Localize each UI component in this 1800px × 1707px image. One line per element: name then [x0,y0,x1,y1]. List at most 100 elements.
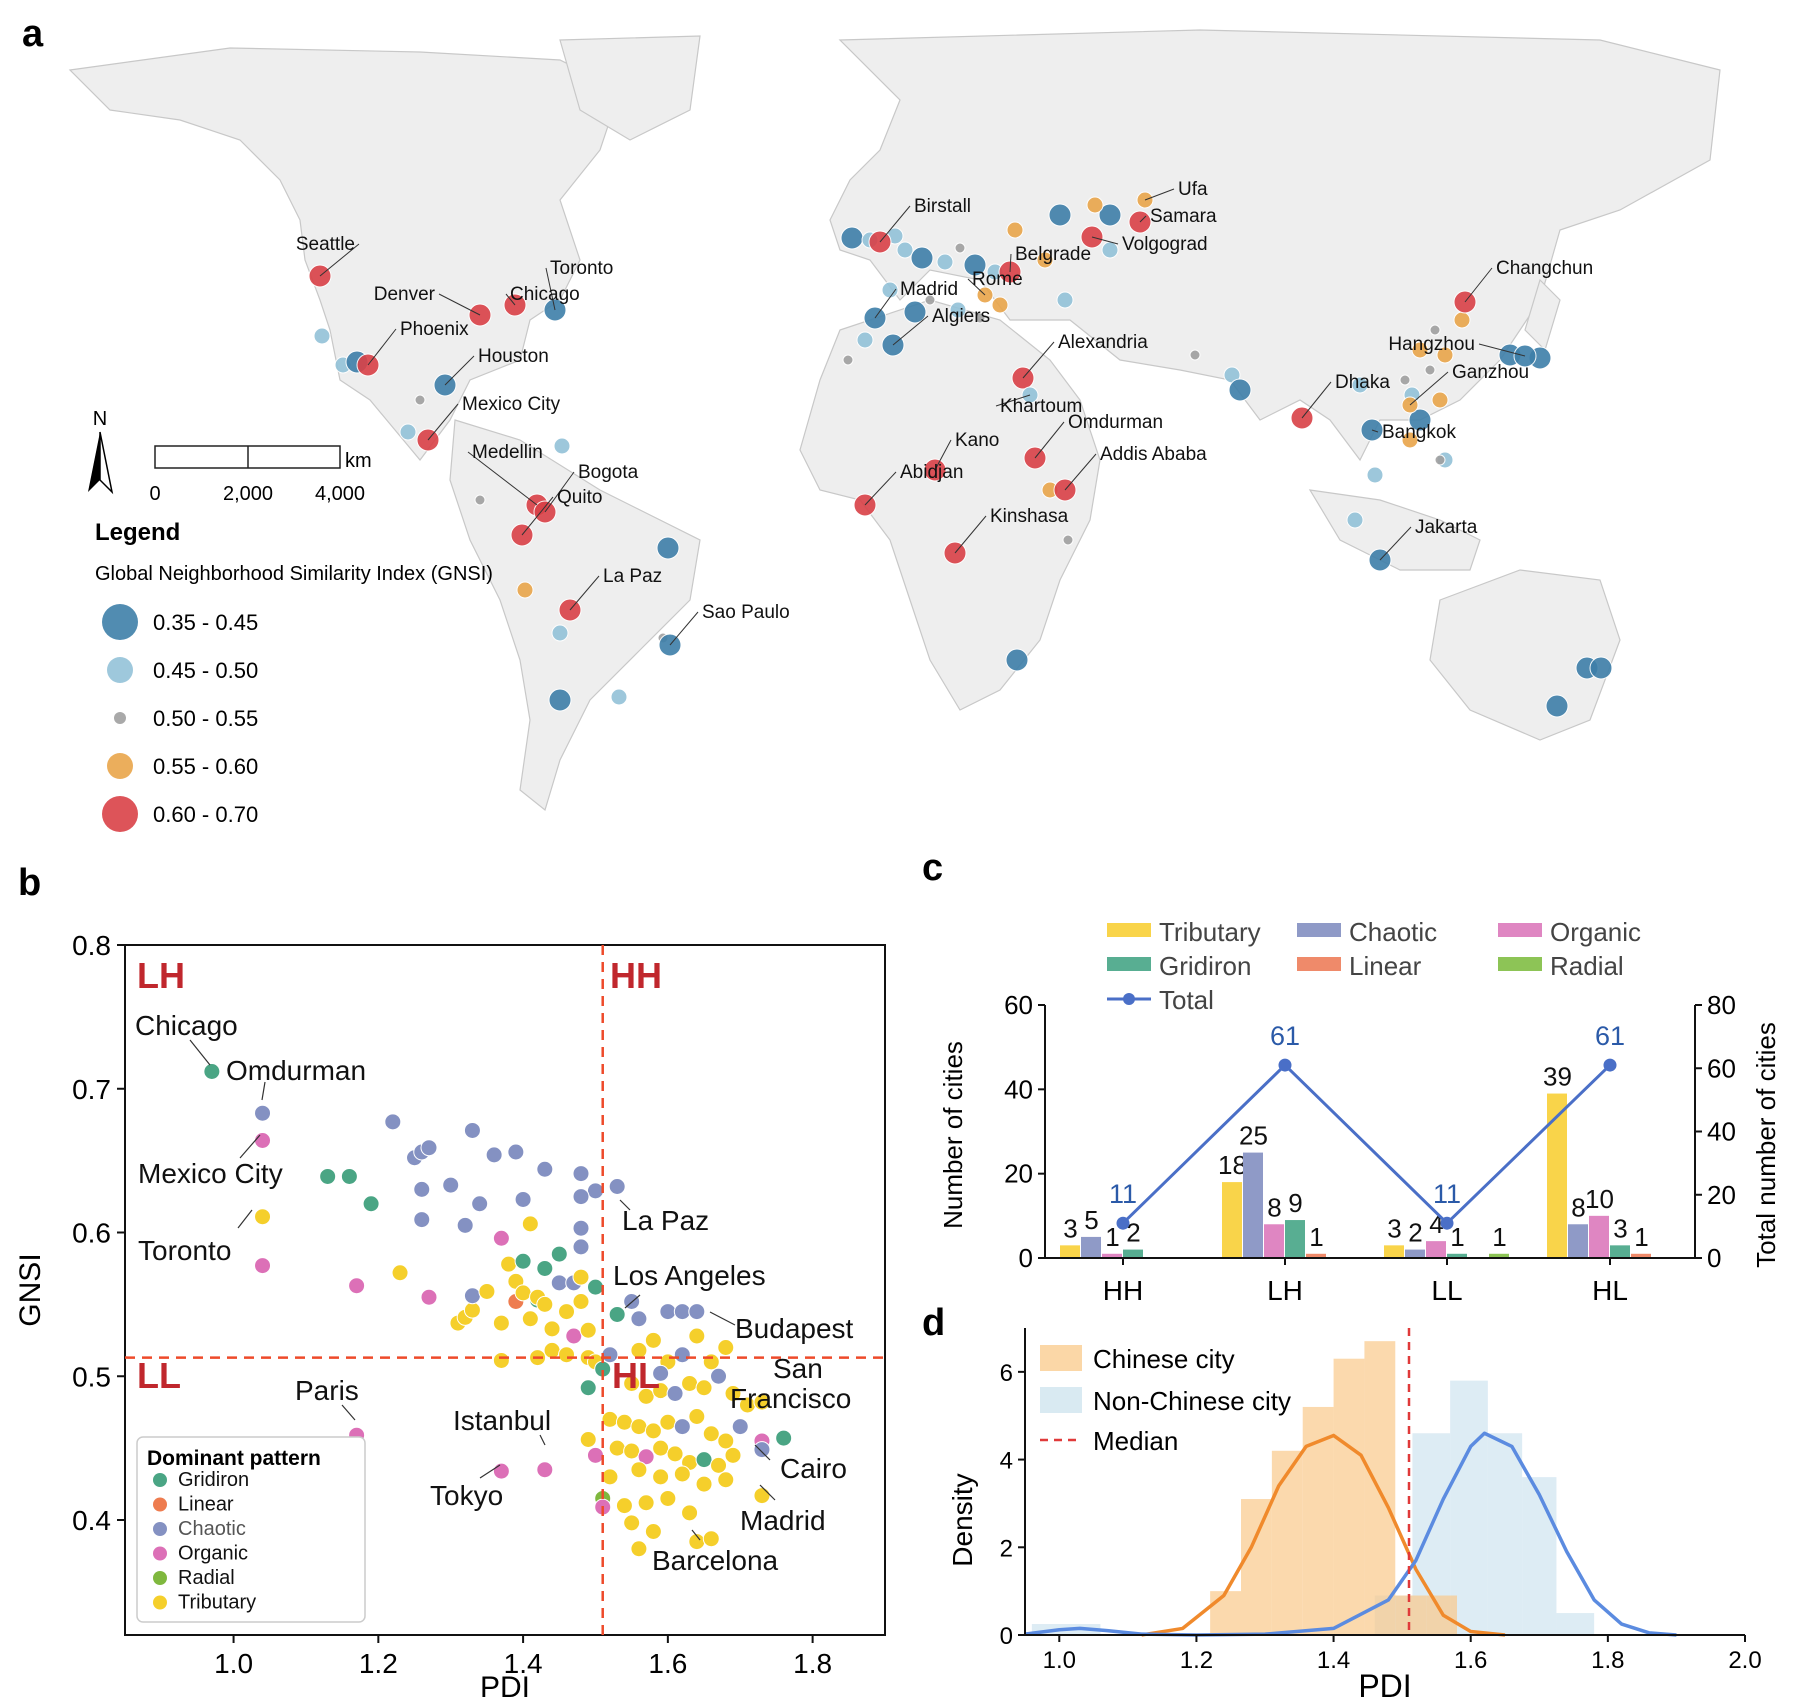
total-point-hh [1116,1216,1130,1230]
scatter-point [500,1255,518,1273]
bar-label-organic-lh: 8 [1267,1192,1281,1222]
annot-mexico-city: Mexico City [138,1158,283,1189]
scale-tick-0: 0 [149,483,160,505]
map-label-bangkok: Bangkok [1382,422,1456,443]
map-label-alexandria: Alexandria [1058,332,1148,353]
bar-organic-hh [1102,1253,1122,1258]
map-leader-chicago [505,293,516,306]
pattern-legend-label-chaotic: Chaotic [178,1518,246,1540]
kde-curve-chinese-city [1141,1433,1506,1637]
density-xlabel: PDI [1358,1668,1411,1704]
bar-label-chaotic-lh: 25 [1239,1121,1268,1151]
map-city-marker-minor [1431,391,1449,409]
scatter-point [572,1165,590,1183]
density-axes: 1.0 1.2 1.4 1.6 1.8 2.0 0 2 4 6 [1000,1328,1762,1674]
bar-label-tributary-hh: 3 [1063,1213,1077,1243]
scatter-point [630,1461,648,1479]
map-legend-subtitle: Global Neighborhood Similarity Index (GN… [95,563,493,585]
map-leader-addis-ababa [1064,453,1097,491]
bar-label-tributary-ll: 3 [1387,1213,1401,1243]
map-city-marker-minor [949,301,967,319]
scatter-point [254,1104,272,1122]
quadrant-ll: LL [137,1355,181,1396]
legend-label-median: Median [1093,1426,1178,1456]
map-city-marker-minor [656,536,680,560]
scatter-point [623,1442,641,1460]
leader-budapest [709,1311,736,1326]
leader-omdurman [261,1081,266,1101]
pattern-legend-label-organic: Organic [178,1543,248,1565]
bar-label-linear-lh: 1 [1309,1222,1323,1252]
map-city-marker-minor [856,331,874,349]
map-legend: Legend Global Neighborhood Similarity In… [95,519,493,832]
scatter-point [485,1146,503,1164]
map-legend-label-1: 0.45 - 0.50 [153,658,258,683]
map-label-kano: Kano [955,430,999,451]
bar-xtick-label: LH [1267,1275,1303,1306]
bar-legend-label-radial: Radial [1550,951,1624,981]
map-city-marker-bogota [533,500,557,524]
scale-bar-frame [154,445,341,469]
scatter-point [753,1393,771,1411]
map-city-marker-minor [840,226,864,250]
map-leader-belgrade [1009,253,1012,273]
map-leader-omdurman [1034,421,1065,459]
map-leader-ganzhou [1409,371,1449,406]
scatter-point [463,1287,481,1305]
map-city-marker-minor [896,241,914,259]
map-city-marker-minor [1436,346,1454,364]
scatter-point [586,1182,604,1200]
density-ytick-label: 0 [1000,1623,1013,1650]
map-city-markers [308,191,1613,718]
map-label-quito: Quito [557,487,602,508]
bar-axes: 0 20 40 60 0 20 40 60 80 HH LH LL HL [1004,990,1736,1306]
scale-bar: km 0 2,000 4,000 [149,445,372,505]
map-legend-label-2: 0.50 - 0.55 [153,706,258,731]
map-leader-changchun [1464,267,1493,303]
map-city-marker-minor [1351,376,1369,394]
bar-xtick-label: HL [1592,1275,1628,1306]
kde-curve-non-chinese-city [1024,1431,1677,1637]
scatter-point [644,1422,662,1440]
bar-legend-swatch-radial [1498,957,1542,971]
scatter-xtick-label: 1.8 [793,1648,832,1679]
map-leader-birstall [879,205,911,243]
scatter-point [586,1278,604,1296]
map-label-omdurman: Omdurman [1068,412,1163,433]
map-label-birstall: Birstall [914,196,971,217]
bar-label-chaotic-hl: 8 [1571,1192,1585,1222]
map-legend-marker-3 [107,753,133,779]
scatter-point [514,1252,532,1270]
map-label-ganzhou: Ganzhou [1452,362,1529,383]
scatter-point [521,1310,539,1328]
land-southeast-asia [1308,489,1481,571]
scatter-point [644,1331,662,1349]
map-label-belgrade: Belgrade [1015,244,1091,265]
map-city-marker-minor [551,624,569,642]
map-label-addis-ababa: Addis Ababa [1100,444,1207,465]
map-city-marker-minor [1424,364,1436,376]
north-arrow-icon [88,432,100,492]
scatter-point [478,1282,496,1300]
scatter-point [536,1259,554,1277]
hist-bin-non-chinese-city [1556,1613,1595,1635]
scatter-point [514,1284,532,1302]
land-australia [1429,569,1621,741]
bar-gridiron-ll [1447,1253,1467,1258]
scatter-point [608,1178,626,1195]
density-xtick-label: 1.4 [1317,1647,1350,1674]
panel-letter-d: d [922,1302,945,1344]
pattern-legend-marker-organic [153,1546,167,1561]
annot-san: San [773,1353,823,1384]
scatter-points [203,1063,793,1558]
map-city-marker-minor [924,294,936,306]
scatter-point [601,1468,619,1486]
hist-bin-non-chinese-city [1522,1477,1557,1635]
scatter-point [572,1238,590,1256]
pattern-legend-marker-gridiron [153,1473,167,1487]
map-label-khartoum: Khartoum [1000,396,1082,417]
scatter-point [254,1132,272,1149]
bar-y2tick-label: 0 [1707,1243,1721,1273]
scatter-point [536,1295,554,1313]
map-label-seattle: Seattle [296,234,355,255]
